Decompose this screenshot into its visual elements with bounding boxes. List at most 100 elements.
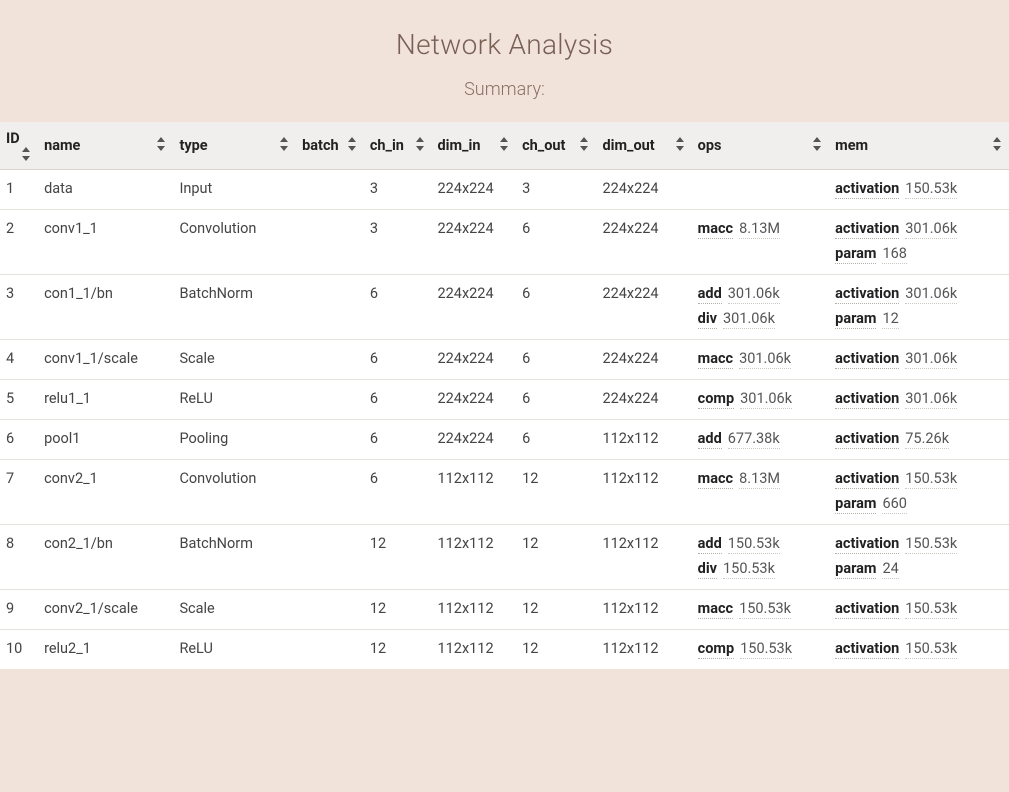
cell-dim_out: 112x112: [596, 420, 691, 460]
cell-dim_out: 224x224: [596, 275, 691, 340]
cell-dim_in: 224x224: [432, 210, 517, 275]
cell-ops: add677.38k: [692, 420, 829, 460]
sort-icon[interactable]: [500, 137, 510, 151]
sort-icon[interactable]: [280, 137, 290, 151]
cell-name: relu2_1: [38, 630, 173, 670]
kv-key: macc: [698, 350, 733, 369]
kv-block: add150.53kdiv150.53k: [698, 535, 823, 579]
cell-dim_in: 224x224: [432, 340, 517, 380]
kv-key: param: [835, 245, 876, 264]
kv-key: activation: [835, 180, 899, 199]
cell-batch: [296, 630, 364, 670]
table-row: 7conv2_1Convolution6112x11212112x112macc…: [0, 460, 1009, 525]
kv-value: 75.26k: [905, 430, 949, 449]
kv-key: activation: [835, 535, 899, 554]
cell-id: 8: [0, 525, 38, 590]
col-header-label: batch: [302, 137, 339, 154]
table-row: 8con2_1/bnBatchNorm12112x11212112x112add…: [0, 525, 1009, 590]
kv-value: 150.53k: [905, 535, 957, 554]
kv-row: param168: [835, 245, 1003, 264]
cell-type: Convolution: [173, 210, 296, 275]
kv-key: activation: [835, 350, 899, 369]
cell-dim_out: 224x224: [596, 210, 691, 275]
col-header-dim_in[interactable]: dim_in: [432, 122, 517, 170]
cell-batch: [296, 340, 364, 380]
sort-icon[interactable]: [157, 137, 167, 151]
kv-key: activation: [835, 600, 899, 619]
kv-value: 150.53k: [905, 180, 957, 199]
kv-key: activation: [835, 470, 899, 489]
cell-ops: add150.53kdiv150.53k: [692, 525, 829, 590]
cell-dim_out: 224x224: [596, 170, 691, 210]
cell-ch_out: 6: [516, 380, 596, 420]
page-subtitle: Summary:: [0, 79, 1009, 122]
kv-value: 301.06k: [905, 350, 957, 369]
kv-row: activation 150.53k: [835, 640, 1003, 659]
col-header-type[interactable]: type: [173, 122, 296, 170]
kv-value: 150.53k: [905, 640, 957, 659]
col-header-ops[interactable]: ops: [692, 122, 829, 170]
kv-block: comp301.06k: [698, 390, 823, 409]
col-header-batch[interactable]: batch: [296, 122, 364, 170]
cell-ops: comp150.53k: [692, 630, 829, 670]
table-row: 10relu2_1ReLU12112x11212112x112comp150.5…: [0, 630, 1009, 670]
col-header-ch_out[interactable]: ch_out: [516, 122, 596, 170]
kv-block: activation 150.53k: [835, 180, 1003, 199]
kv-key: activation: [835, 220, 899, 239]
cell-type: Scale: [173, 590, 296, 630]
col-header-mem[interactable]: mem: [829, 122, 1009, 170]
kv-block: add677.38k: [698, 430, 823, 449]
sort-icon[interactable]: [580, 137, 590, 151]
table-head: IDnametype batch ch_indim_inch_out dim_out o…: [0, 122, 1009, 170]
cell-name: data: [38, 170, 173, 210]
cell-type: Pooling: [173, 420, 296, 460]
cell-ch_out: 6: [516, 340, 596, 380]
cell-ch_in: 6: [364, 380, 432, 420]
sort-icon[interactable]: [348, 137, 358, 151]
kv-block: activation 150.53k: [835, 640, 1003, 659]
kv-key: macc: [698, 470, 733, 489]
kv-value: 301.06k: [739, 350, 791, 369]
sort-icon[interactable]: [22, 147, 32, 161]
cell-dim_out: 224x224: [596, 340, 691, 380]
sort-icon[interactable]: [416, 137, 426, 151]
sort-icon[interactable]: [813, 137, 823, 151]
kv-value: 8.13M: [739, 470, 780, 489]
cell-dim_out: 112x112: [596, 630, 691, 670]
cell-id: 7: [0, 460, 38, 525]
kv-value: 8.13M: [739, 220, 780, 239]
col-header-ch_in[interactable]: ch_in: [364, 122, 432, 170]
cell-dim_out: 112x112: [596, 525, 691, 590]
kv-key: macc: [698, 600, 733, 619]
cell-ch_in: 6: [364, 340, 432, 380]
kv-key: activation: [835, 640, 899, 659]
cell-type: Convolution: [173, 460, 296, 525]
cell-dim_in: 112x112: [432, 525, 517, 590]
col-header-name[interactable]: name: [38, 122, 173, 170]
sort-icon[interactable]: [993, 137, 1003, 151]
kv-block: macc 301.06k: [698, 350, 823, 369]
cell-batch: [296, 590, 364, 630]
cell-dim_out: 224x224: [596, 380, 691, 420]
table-row: 6pool1Pooling6224x2246112x112add677.38ka…: [0, 420, 1009, 460]
col-header-label: dim_out: [602, 137, 654, 154]
cell-type: Input: [173, 170, 296, 210]
cell-type: ReLU: [173, 630, 296, 670]
col-header-dim_out[interactable]: dim_out: [596, 122, 691, 170]
cell-type: Scale: [173, 340, 296, 380]
sort-icon[interactable]: [676, 137, 686, 151]
col-header-id[interactable]: ID: [0, 122, 38, 170]
table-row: 2conv1_1Convolution3224x2246224x224macc8…: [0, 210, 1009, 275]
cell-mem: activation 150.53k: [829, 630, 1009, 670]
kv-block: macc 8.13M: [698, 470, 823, 489]
kv-value: 301.06k: [905, 220, 957, 239]
kv-row: activation150.53k: [835, 470, 1003, 489]
cell-ch_out: 12: [516, 525, 596, 590]
cell-dim_in: 112x112: [432, 460, 517, 525]
cell-id: 4: [0, 340, 38, 380]
cell-type: ReLU: [173, 380, 296, 420]
cell-ops: macc8.13M: [692, 210, 829, 275]
kv-key: add: [698, 535, 722, 554]
kv-row: macc 301.06k: [698, 350, 823, 369]
kv-key: comp: [698, 390, 734, 409]
